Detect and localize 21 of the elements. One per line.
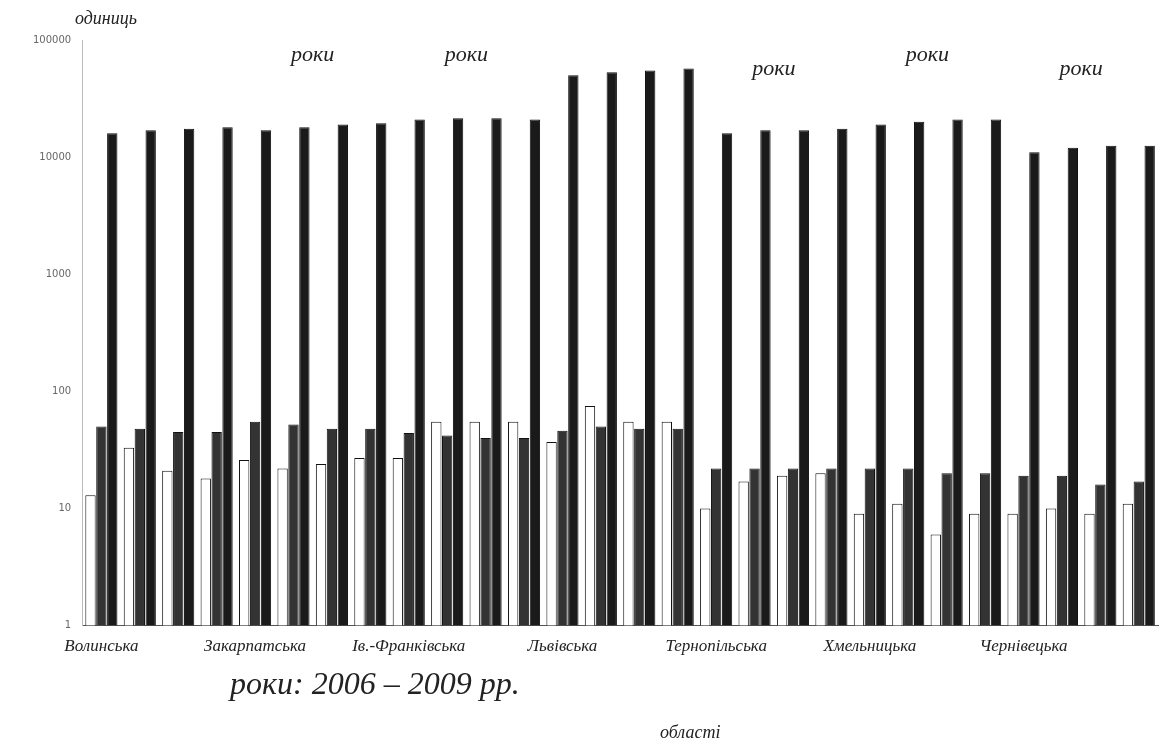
- x-tick-label: Хмельницька: [822, 636, 917, 656]
- x-tick-label: Тернопільська: [665, 636, 767, 656]
- x-axis-title: області: [660, 722, 721, 743]
- annotation: роки: [750, 55, 796, 81]
- text: роки: 2006 – 2009 рр.: [230, 665, 520, 702]
- y-tick-label: 1000: [45, 267, 72, 279]
- annotation: роки: [1057, 55, 1103, 81]
- x-tick-label: Львівська: [526, 636, 598, 656]
- annotation: роки: [442, 40, 489, 66]
- x-tick-label: Чернівецька: [979, 636, 1068, 656]
- x-tick-label: Ів.-Франківська: [351, 636, 466, 656]
- y-tick-label: 100000: [32, 33, 72, 45]
- y-axis-title: одиниць: [75, 8, 137, 29]
- y-tick-label: 1: [64, 619, 72, 631]
- y-tick-label: 10000: [39, 150, 72, 162]
- annotation: роки: [903, 40, 950, 66]
- y-tick-label: 100: [52, 384, 72, 396]
- annotation: роки: [289, 40, 335, 66]
- x-tick-label: Закарпатська: [204, 636, 307, 656]
- x-tick-label: Волинська: [64, 636, 139, 656]
- y-tick-label: 10: [58, 502, 72, 514]
